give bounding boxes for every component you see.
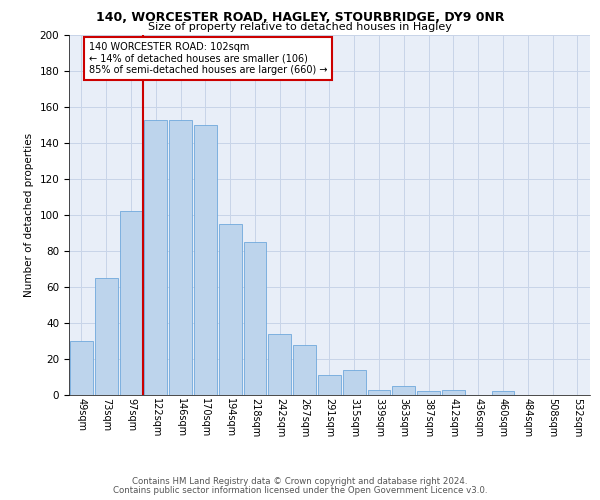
Bar [293, 344, 316, 395]
Bar [417, 392, 440, 395]
Bar [244, 242, 266, 395]
Bar [343, 370, 365, 395]
Bar [119, 212, 142, 395]
Y-axis label: Number of detached properties: Number of detached properties [24, 133, 34, 297]
Bar [368, 390, 391, 395]
Bar [491, 392, 514, 395]
Bar [318, 375, 341, 395]
Text: Contains HM Land Registry data © Crown copyright and database right 2024.: Contains HM Land Registry data © Crown c… [132, 477, 468, 486]
Text: 140, WORCESTER ROAD, HAGLEY, STOURBRIDGE, DY9 0NR: 140, WORCESTER ROAD, HAGLEY, STOURBRIDGE… [96, 11, 504, 24]
Bar [95, 278, 118, 395]
Text: Size of property relative to detached houses in Hagley: Size of property relative to detached ho… [148, 22, 452, 32]
Bar [169, 120, 192, 395]
Bar [268, 334, 291, 395]
Bar [70, 341, 93, 395]
Bar [392, 386, 415, 395]
Bar [442, 390, 465, 395]
Bar [145, 120, 167, 395]
Text: Contains public sector information licensed under the Open Government Licence v3: Contains public sector information licen… [113, 486, 487, 495]
Bar [219, 224, 242, 395]
Bar [194, 125, 217, 395]
Text: 140 WORCESTER ROAD: 102sqm
← 14% of detached houses are smaller (106)
85% of sem: 140 WORCESTER ROAD: 102sqm ← 14% of deta… [89, 42, 328, 76]
